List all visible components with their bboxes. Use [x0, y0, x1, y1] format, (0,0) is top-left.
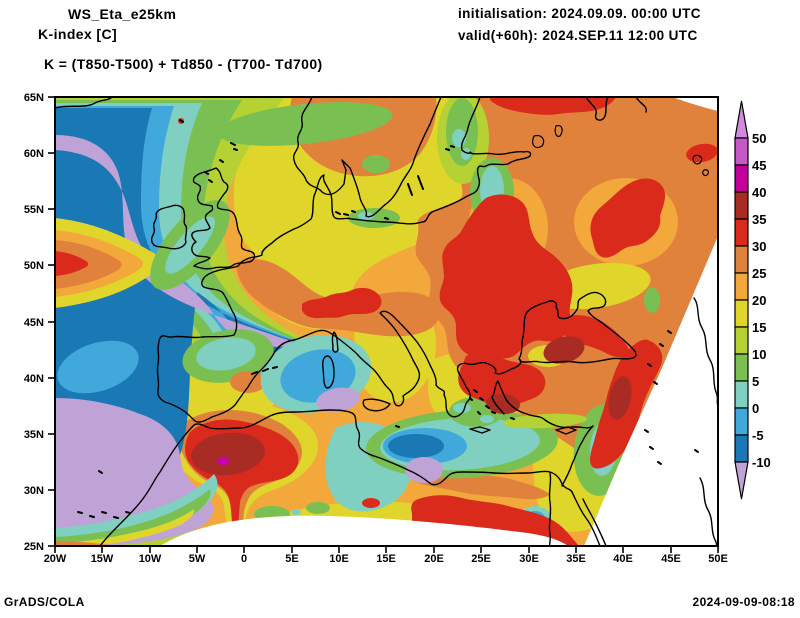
darkred-cores [191, 336, 632, 476]
small-islands [77, 119, 699, 519]
warm-wedge-50n [55, 218, 162, 308]
coast-ireland [150, 204, 188, 250]
y-tick-label: 30N [24, 485, 44, 497]
coastlines [55, 97, 718, 546]
grads-credit: GrADS/COLA [4, 595, 85, 609]
axis-ticks [48, 96, 719, 553]
y-tick-label: 40N [24, 373, 44, 385]
model-title: WS_Eta_e25km [68, 6, 177, 22]
coast-nile [548, 472, 552, 546]
init-time-line: initialisation: 2024.09.09. 00:00 UTC [458, 6, 701, 21]
formula-line: K = (T850-T500) + Td850 - (T700- Td700) [44, 56, 323, 72]
y-tick-label: 25N [24, 541, 44, 553]
svg-text:5: 5 [752, 374, 759, 389]
domain-cutouts [160, 97, 718, 546]
x-tick-label: 35E [566, 553, 586, 565]
svg-text:35: 35 [752, 212, 766, 227]
coast-whitesea [585, 97, 648, 121]
colorbar-labels: 50 45 40 35 30 25 20 15 10 5 0 -5 -10 [752, 131, 771, 470]
lakes [532, 125, 710, 177]
local-cool-patches [150, 97, 660, 530]
y-tick-label: 50N [24, 260, 44, 272]
x-tick-label: 5W [189, 553, 206, 565]
coast-north-africa [99, 380, 607, 546]
valid-time-line: valid(+60h): 2024.SEP.11 12:00 UTC [458, 28, 698, 43]
svg-text:50: 50 [752, 131, 766, 146]
bottomleft-arcs [55, 474, 218, 546]
x-tick-label: 0 [241, 553, 247, 565]
svg-text:40: 40 [752, 185, 766, 200]
colorbar-under-arrow [734, 461, 749, 500]
coast-corsica-sardinia [322, 331, 339, 389]
colorbar-over-arrow [734, 100, 749, 139]
x-axis-labels: 20W 15W 10W 5W 0 5E 10E 15E 20E 25E 30E … [44, 553, 728, 565]
coast-scandinavia-baltic [156, 97, 532, 422]
svg-text:0: 0 [752, 401, 759, 416]
coast-gb [191, 167, 256, 270]
x-tick-label: 20W [44, 553, 67, 565]
svg-text:-5: -5 [752, 428, 764, 443]
svg-text:20: 20 [752, 293, 766, 308]
x-tick-label: 10W [139, 553, 162, 565]
coast-iceland [55, 97, 113, 109]
variable-title: K-index [C] [38, 26, 118, 42]
y-tick-label: 65N [24, 92, 44, 104]
x-tick-label: 50E [708, 553, 728, 565]
colorbar: 50 45 40 35 30 25 20 15 10 5 0 -5 -10 [734, 100, 771, 500]
svg-text:10: 10 [752, 347, 766, 362]
x-tick-label: 30E [519, 553, 539, 565]
contour-field [55, 97, 718, 546]
red-regions [178, 97, 718, 546]
svg-text:30: 30 [752, 239, 766, 254]
svg-text:45: 45 [752, 158, 766, 173]
x-tick-label: 15W [91, 553, 114, 565]
y-tick-label: 35N [24, 429, 44, 441]
x-tick-label: 45E [661, 553, 681, 565]
y-tick-label: 45N [24, 317, 44, 329]
svg-text:-10: -10 [752, 455, 771, 470]
x-tick-label: 25E [471, 553, 491, 565]
x-tick-label: 40E [613, 553, 633, 565]
x-tick-label: 15E [376, 553, 396, 565]
x-tick-label: 5E [285, 553, 298, 565]
creation-timestamp: 2024-09-09-08:18 [692, 595, 795, 609]
x-tick-label: 20E [424, 553, 444, 565]
y-tick-label: 55N [24, 204, 44, 216]
coast-sicily-crete-cyprus [362, 398, 577, 435]
y-tick-label: 60N [24, 148, 44, 160]
atlantic-cold-bands [55, 97, 370, 546]
magenta-maximum [217, 457, 229, 465]
svg-text:25: 25 [752, 266, 766, 281]
x-tick-label: 10E [329, 553, 349, 565]
y-axis-labels: 65N 60N 55N 50N 45N 40N 35N 30N 25N [24, 92, 44, 553]
svg-text:15: 15 [752, 320, 766, 335]
